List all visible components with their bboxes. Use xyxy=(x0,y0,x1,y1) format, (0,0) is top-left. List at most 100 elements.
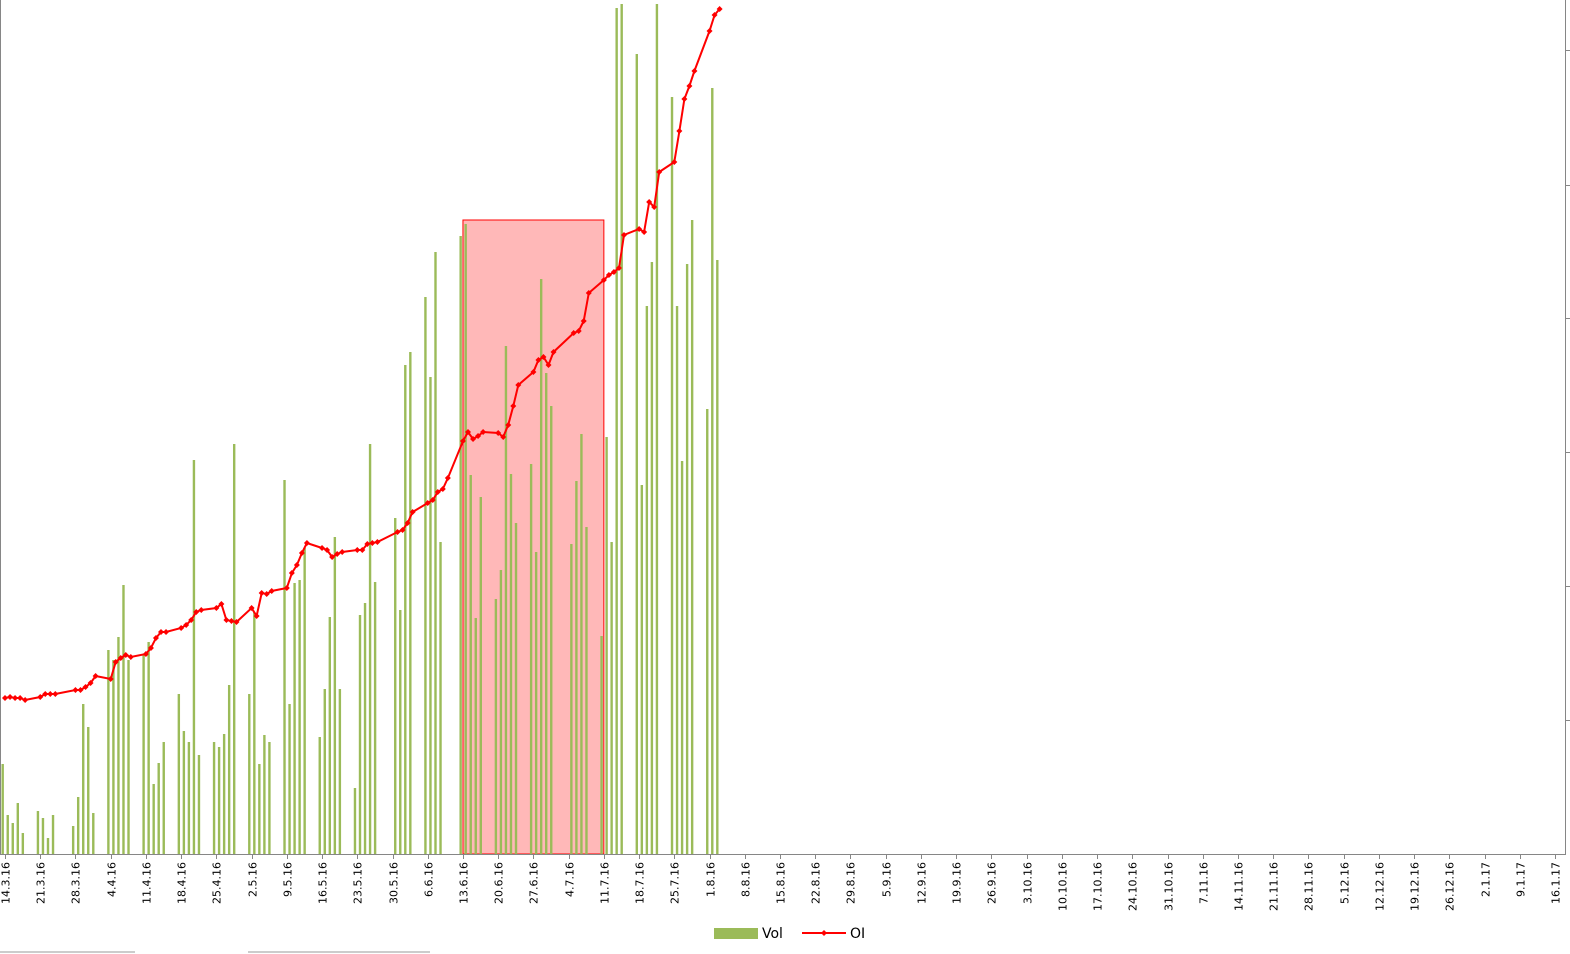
x-tick-label: 14.11.16 xyxy=(1233,862,1246,911)
vol-bar xyxy=(600,636,603,854)
vol-bar xyxy=(711,88,714,854)
x-tick-label: 21.3.16 xyxy=(35,862,48,904)
oi-marker xyxy=(213,605,220,611)
oi-marker xyxy=(107,676,114,682)
vol-bar xyxy=(399,610,402,854)
vol-bar xyxy=(1,764,4,854)
oi-marker xyxy=(505,422,512,428)
vol-bar xyxy=(227,685,231,854)
vol-bar xyxy=(197,755,201,854)
x-tick-label: 3.10.16 xyxy=(1022,862,1035,904)
oi-marker xyxy=(354,547,361,553)
vol-bar xyxy=(404,365,407,854)
oi-marker xyxy=(142,651,149,657)
vol-bar xyxy=(474,618,477,854)
vol-bar xyxy=(232,444,236,854)
vol-bar xyxy=(645,306,649,854)
vol-bar xyxy=(192,460,196,854)
oi-marker xyxy=(374,539,381,545)
oi-marker xyxy=(610,269,617,275)
oi-marker xyxy=(600,277,607,283)
vol-bar xyxy=(373,582,377,854)
oi-marker xyxy=(248,605,255,611)
vol-bar xyxy=(680,461,684,854)
oi-marker xyxy=(620,232,627,238)
oi-marker xyxy=(580,318,587,324)
vol-bar xyxy=(363,603,367,854)
x-tick-label: 21.11.16 xyxy=(1268,862,1281,911)
vol-bar xyxy=(268,742,271,854)
oi-marker xyxy=(152,635,159,641)
x-tick-label: 28.11.16 xyxy=(1303,862,1316,911)
x-tick-label: 7.11.16 xyxy=(1198,862,1211,904)
oi-marker xyxy=(636,226,643,232)
oi-marker xyxy=(183,622,190,628)
vol-bar xyxy=(640,485,644,854)
x-tick-label: 11.7.16 xyxy=(599,862,612,904)
vol-bar xyxy=(117,637,120,854)
oi-marker xyxy=(475,433,482,439)
oi-marker xyxy=(77,687,84,693)
x-tick-label: 25.4.16 xyxy=(211,862,224,904)
x-tick-label: 19.12.16 xyxy=(1409,862,1422,911)
oi-marker xyxy=(12,695,19,701)
oi-marker xyxy=(293,562,300,568)
x-tick-label: 16.5.16 xyxy=(317,862,330,904)
oi-marker xyxy=(72,687,79,693)
vol-bar xyxy=(51,815,55,854)
vol-bar xyxy=(76,797,80,854)
oi-marker xyxy=(540,354,547,360)
oi-marker xyxy=(510,403,517,409)
x-tick-label: 9.1.17 xyxy=(1515,862,1528,897)
vol-bar xyxy=(36,811,40,854)
vol-bar xyxy=(509,474,513,854)
x-tick-label: 2.5.16 xyxy=(247,862,260,897)
vol-bar xyxy=(288,704,291,854)
oi-marker xyxy=(369,540,376,546)
oi-marker xyxy=(178,625,185,631)
x-tick-label: 23.5.16 xyxy=(352,862,365,904)
vol-bar xyxy=(71,826,75,854)
oi-marker xyxy=(218,601,225,607)
oi-marker xyxy=(303,540,310,546)
vol-bar xyxy=(333,537,337,854)
x-tick-label: 12.9.16 xyxy=(916,862,929,904)
vol-bar xyxy=(514,523,518,854)
legend-label: OI xyxy=(850,926,865,942)
x-tick-label: 28.3.16 xyxy=(70,862,83,904)
vol-bar xyxy=(318,737,321,854)
oi-marker xyxy=(319,545,326,551)
oi-marker xyxy=(147,645,154,651)
vol-bar xyxy=(157,763,160,854)
vol-bar xyxy=(534,552,538,854)
oi-marker xyxy=(444,475,451,481)
x-tick-label: 6.6.16 xyxy=(423,862,436,897)
oi-marker xyxy=(268,588,275,594)
oi-marker xyxy=(585,290,592,296)
vol-bar xyxy=(142,654,145,854)
vol-bar xyxy=(21,833,25,854)
oi-marker xyxy=(464,429,471,435)
oi-marker xyxy=(87,680,94,686)
oi-marker xyxy=(530,369,537,375)
x-tick-label: 5.12.16 xyxy=(1339,862,1352,904)
highlight-region xyxy=(462,219,605,855)
oi-marker xyxy=(42,691,49,697)
vol-bar xyxy=(575,481,578,854)
oi-marker xyxy=(253,613,260,619)
vol-bar xyxy=(353,788,357,854)
oi-marker xyxy=(324,547,331,553)
x-tick-label: 15.8.16 xyxy=(775,862,788,904)
oi-marker xyxy=(671,159,678,165)
x-tick-label: 22.8.16 xyxy=(810,862,823,904)
oi-marker xyxy=(52,691,59,697)
vol-bar xyxy=(283,480,286,854)
oi-marker xyxy=(17,695,24,701)
oi-marker xyxy=(570,330,577,336)
oi-marker xyxy=(47,691,54,697)
oi-marker xyxy=(399,527,406,533)
oi-marker xyxy=(434,489,441,495)
oi-marker xyxy=(706,28,713,34)
vol-bar xyxy=(6,815,9,854)
x-tick-label: 8.8.16 xyxy=(740,862,753,897)
